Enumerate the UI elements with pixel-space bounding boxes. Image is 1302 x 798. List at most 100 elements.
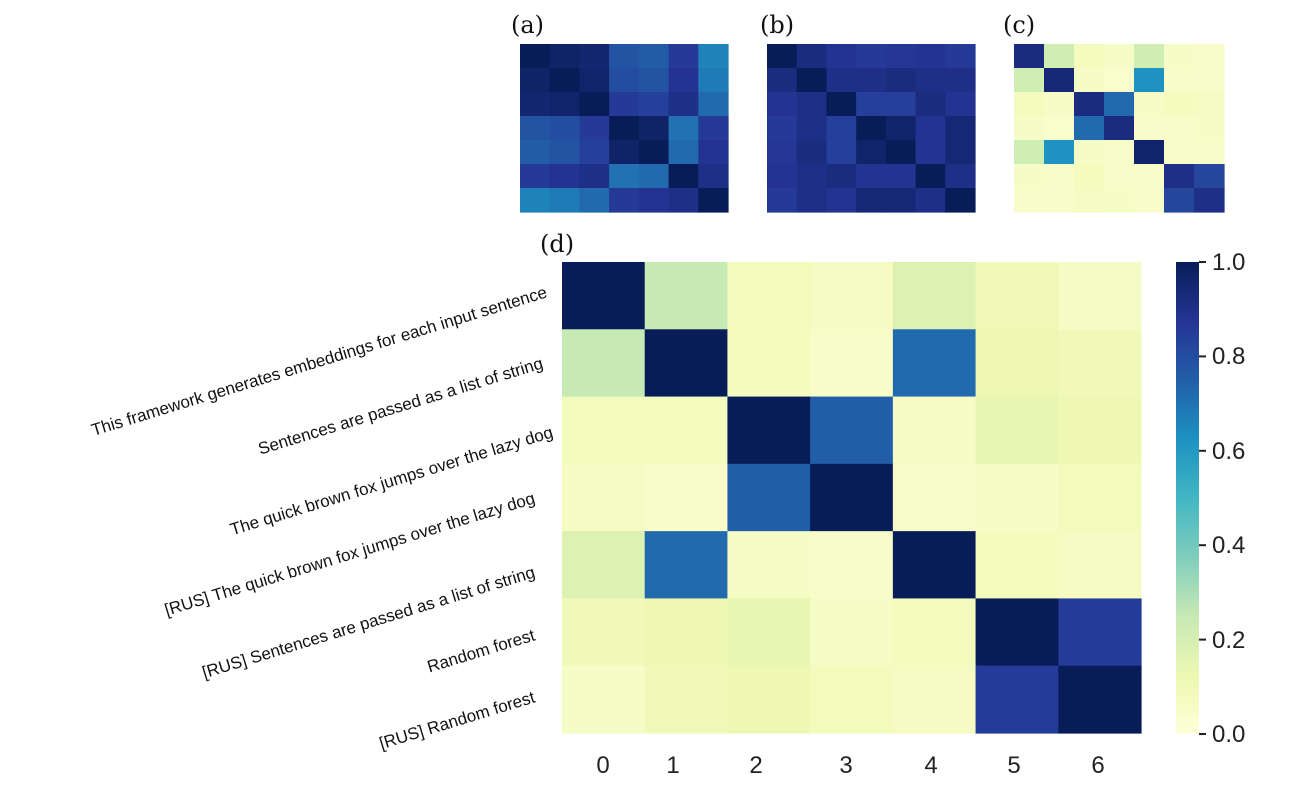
heatmap-cell — [1104, 92, 1135, 117]
colorbar-tick-1: 0.2 — [1212, 627, 1245, 654]
col-label-3: 3 — [839, 752, 852, 779]
heatmap-cell — [727, 396, 811, 465]
heatmap-cell — [520, 44, 551, 69]
heatmap-cell — [1134, 68, 1165, 93]
heatmap-cell — [1074, 140, 1105, 165]
heatmap-a — [520, 44, 729, 213]
heatmap-cell — [1074, 68, 1105, 93]
heatmap-cell — [562, 463, 646, 532]
heatmap-cell — [549, 44, 581, 69]
heatmap-cell — [1044, 140, 1075, 165]
heatmap-cell — [796, 92, 828, 117]
col-label-2: 2 — [749, 752, 762, 779]
heatmap-cell — [856, 164, 887, 189]
heatmap-cell — [945, 188, 976, 213]
heatmap-cell — [562, 329, 646, 398]
heatmap-cell — [549, 68, 581, 93]
panel-label-b: (b) — [760, 11, 794, 39]
heatmap-cell — [826, 140, 857, 165]
heatmap-cell — [975, 463, 1059, 532]
heatmap-cell — [1104, 116, 1135, 141]
heatmap-cell — [609, 140, 640, 165]
heatmap-cell — [885, 164, 917, 189]
heatmap-cell — [975, 531, 1059, 600]
heatmap-cell — [826, 68, 857, 93]
heatmap-cell — [698, 68, 729, 93]
heatmap-cell — [1134, 116, 1165, 141]
heatmap-cell — [727, 531, 811, 600]
heatmap-cell — [945, 140, 976, 165]
heatmap-cell — [915, 68, 946, 93]
heatmap-cell — [609, 164, 640, 189]
heatmap-cell — [668, 140, 699, 165]
heatmap-cell — [826, 164, 857, 189]
colorbar: 0.0 0.2 0.4 0.6 0.8 1.0 — [1176, 249, 1245, 748]
panel-label-a: (a) — [511, 11, 544, 39]
heatmap-cell — [668, 164, 699, 189]
heatmap-cell — [767, 92, 798, 117]
heatmap-cell — [1164, 92, 1195, 117]
heatmap-cell — [945, 68, 976, 93]
heatmap-b — [767, 44, 976, 213]
heatmap-cell — [609, 44, 640, 69]
heatmap-cell — [579, 44, 610, 69]
heatmap-cell — [915, 44, 946, 69]
heatmap-cell — [1044, 116, 1075, 141]
heatmap-cell — [579, 164, 610, 189]
heatmap-cell — [609, 188, 640, 213]
heatmap-cell — [915, 188, 946, 213]
colorbar-tick-4: 0.8 — [1212, 343, 1245, 370]
heatmap-cell — [856, 44, 887, 69]
heatmap-cell — [945, 164, 976, 189]
heatmap-cell — [1104, 44, 1135, 69]
heatmap-cell — [1044, 188, 1075, 213]
heatmap-cell — [638, 140, 670, 165]
heatmap-cell — [644, 463, 729, 532]
heatmap-cell — [892, 665, 977, 734]
col-label-1: 1 — [666, 752, 679, 779]
heatmap-cell — [1164, 116, 1195, 141]
heatmap-cell — [810, 262, 894, 330]
heatmap-cell — [1194, 140, 1225, 165]
heatmap-cell — [915, 164, 946, 189]
heatmap-cell — [1164, 44, 1195, 69]
heatmap-cell — [767, 68, 798, 93]
heatmap-cell — [644, 396, 729, 465]
heatmap-cell — [727, 329, 811, 398]
heatmap-cell — [1074, 116, 1105, 141]
heatmap-cell — [1074, 92, 1105, 117]
heatmap-cell — [644, 262, 729, 330]
heatmap-cell — [668, 92, 699, 117]
heatmap-cell — [638, 68, 670, 93]
heatmap-cell — [520, 92, 551, 117]
heatmap-cell — [520, 164, 551, 189]
heatmap-cell — [892, 329, 977, 398]
heatmap-c — [1014, 44, 1225, 213]
heatmap-cell — [698, 164, 729, 189]
heatmap-cell — [1044, 164, 1075, 189]
heatmap-cell — [885, 188, 917, 213]
heatmap-cell — [892, 598, 977, 667]
heatmap-cell — [885, 140, 917, 165]
heatmap-cell — [638, 164, 670, 189]
heatmap-cell — [945, 44, 976, 69]
heatmap-cell — [549, 188, 581, 213]
heatmap-cell — [520, 68, 551, 93]
heatmap-cell — [915, 140, 946, 165]
heatmap-cell — [975, 598, 1059, 667]
heatmap-cell — [1194, 92, 1225, 117]
heatmap-cell — [579, 92, 610, 117]
heatmap-cell — [698, 188, 729, 213]
heatmap-cell — [892, 531, 977, 600]
heatmap-cell — [885, 68, 917, 93]
heatmap-cell — [796, 116, 828, 141]
heatmap-cell — [727, 598, 811, 667]
heatmap-cell — [698, 44, 729, 69]
heatmap-cell — [1014, 68, 1045, 93]
heatmap-cell — [810, 329, 894, 398]
heatmap-cell — [1058, 329, 1142, 398]
col-label-5: 5 — [1007, 752, 1020, 779]
col-label-4: 4 — [924, 752, 937, 779]
heatmap-cell — [579, 68, 610, 93]
heatmap-cell — [975, 665, 1059, 734]
